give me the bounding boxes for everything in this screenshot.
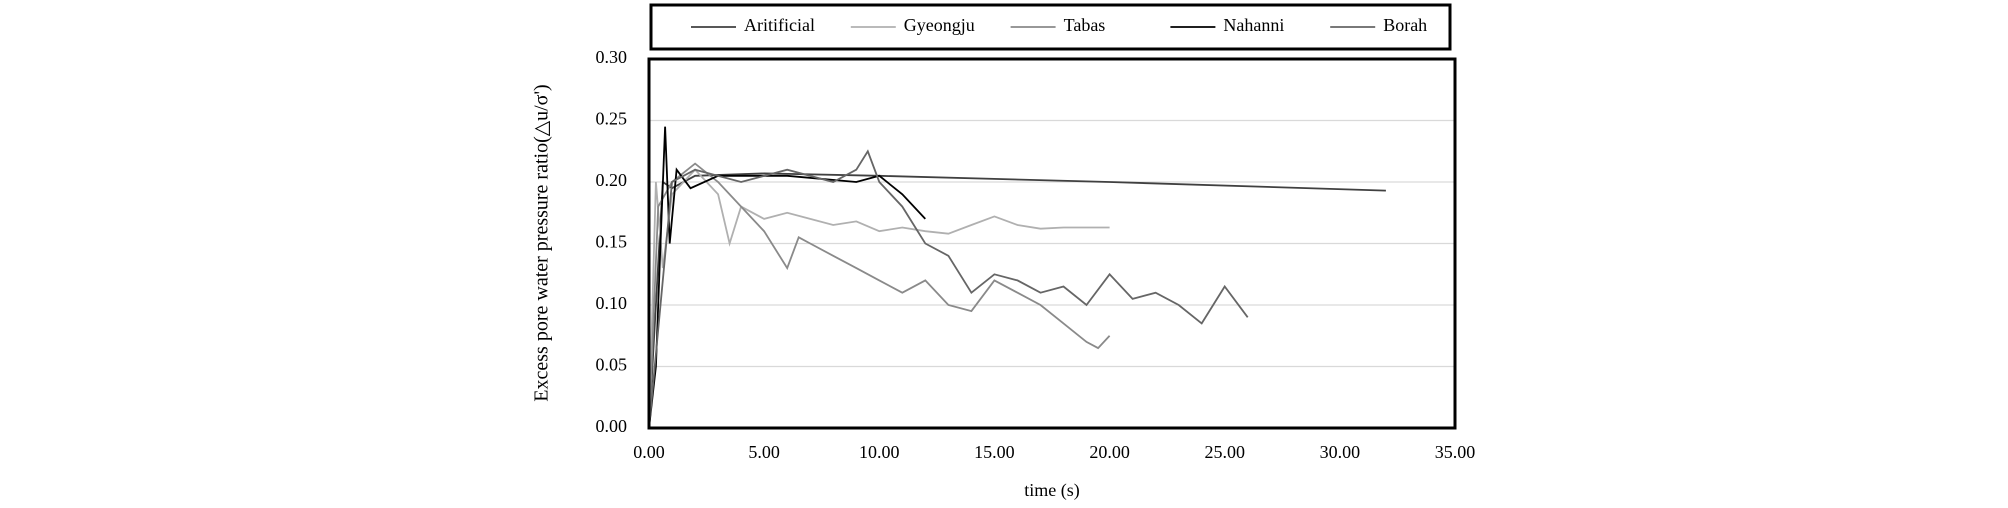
series-line (648, 168, 1110, 429)
legend-label: Tabas (1064, 15, 1106, 35)
x-tick-label: 25.00 (1204, 442, 1245, 462)
y-tick-label: 0.15 (596, 232, 628, 252)
x-tick-label: 15.00 (974, 442, 1015, 462)
x-tick-label: 20.00 (1089, 442, 1130, 462)
y-tick-label: 0.00 (596, 416, 628, 436)
legend-label: Gyeongju (904, 15, 975, 35)
x-tick-label: 5.00 (748, 442, 780, 462)
y-tick-label: 0.25 (596, 109, 628, 129)
x-axis-label: time (s) (1024, 480, 1080, 501)
y-tick-label: 0.05 (596, 355, 628, 375)
series-line (648, 126, 926, 429)
series-line (648, 162, 1111, 429)
x-tick-label: 0.00 (633, 442, 665, 462)
y-axis-label: Excess pore water pressure ratio(△u/σ') (531, 84, 553, 401)
x-tick-label: 10.00 (859, 442, 900, 462)
series-line (648, 149, 1249, 429)
y-tick-label: 0.20 (596, 170, 628, 190)
plot-frame (647, 57, 1457, 430)
legend-label: Borah (1383, 15, 1427, 35)
legend-label: Aritificial (744, 15, 815, 35)
x-tick-label: 30.00 (1320, 442, 1361, 462)
y-tick-label: 0.10 (596, 293, 628, 313)
x-tick-label: 35.00 (1435, 442, 1476, 462)
series-line (648, 172, 1386, 429)
legend-label: Nahanni (1223, 15, 1284, 35)
y-tick-label: 0.30 (596, 47, 628, 67)
